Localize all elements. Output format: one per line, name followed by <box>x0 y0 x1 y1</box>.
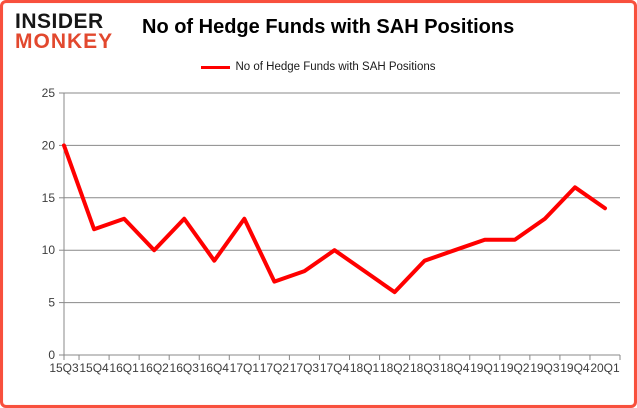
x-tick-label: 19Q4 <box>560 361 590 375</box>
y-tick-label: 20 <box>42 138 56 152</box>
x-tick-label: 17Q4 <box>320 361 350 375</box>
x-tick-label: 17Q2 <box>260 361 290 375</box>
x-tick-label: 19Q3 <box>530 361 560 375</box>
legend-label: No of Hedge Funds with SAH Positions <box>235 61 436 73</box>
x-tick-label: 20Q1 <box>590 361 620 375</box>
data-series-line <box>62 143 607 295</box>
legend: No of Hedge Funds with SAH Positions <box>3 59 634 75</box>
y-tick-label: 15 <box>42 191 56 205</box>
x-tick-label: 17Q1 <box>230 361 260 375</box>
x-tick-label: 18Q3 <box>410 361 440 375</box>
x-tick-label: 19Q2 <box>500 361 530 375</box>
x-tick-label: 16Q4 <box>200 361 230 375</box>
x-tick-label: 16Q1 <box>109 361 139 375</box>
legend-line-swatch <box>201 65 231 69</box>
x-tick-label: 18Q2 <box>380 361 410 375</box>
logo-text-insider: INSIDER <box>15 10 104 33</box>
x-tick-label: 15Q4 <box>79 361 109 375</box>
x-tick-label: 17Q3 <box>290 361 320 375</box>
y-tick-label: 0 <box>48 348 55 362</box>
y-tick-label: 10 <box>42 243 56 257</box>
x-tick-label: 18Q1 <box>350 361 380 375</box>
x-tick-label: 19Q1 <box>470 361 500 375</box>
x-tick-label: 16Q3 <box>170 361 200 375</box>
chart-title: No of Hedge Funds with SAH Positions <box>142 16 515 38</box>
x-tick-label: 16Q2 <box>139 361 169 375</box>
y-tick-label: 25 <box>42 86 56 100</box>
insider-monkey-logo: INSIDER MONKEY <box>15 10 114 53</box>
x-tick-label: 18Q4 <box>440 361 470 375</box>
logo-text-monkey: MONKEY <box>15 29 114 53</box>
x-tick-label: 15Q3 <box>49 361 79 375</box>
y-tick-label: 5 <box>48 296 55 310</box>
